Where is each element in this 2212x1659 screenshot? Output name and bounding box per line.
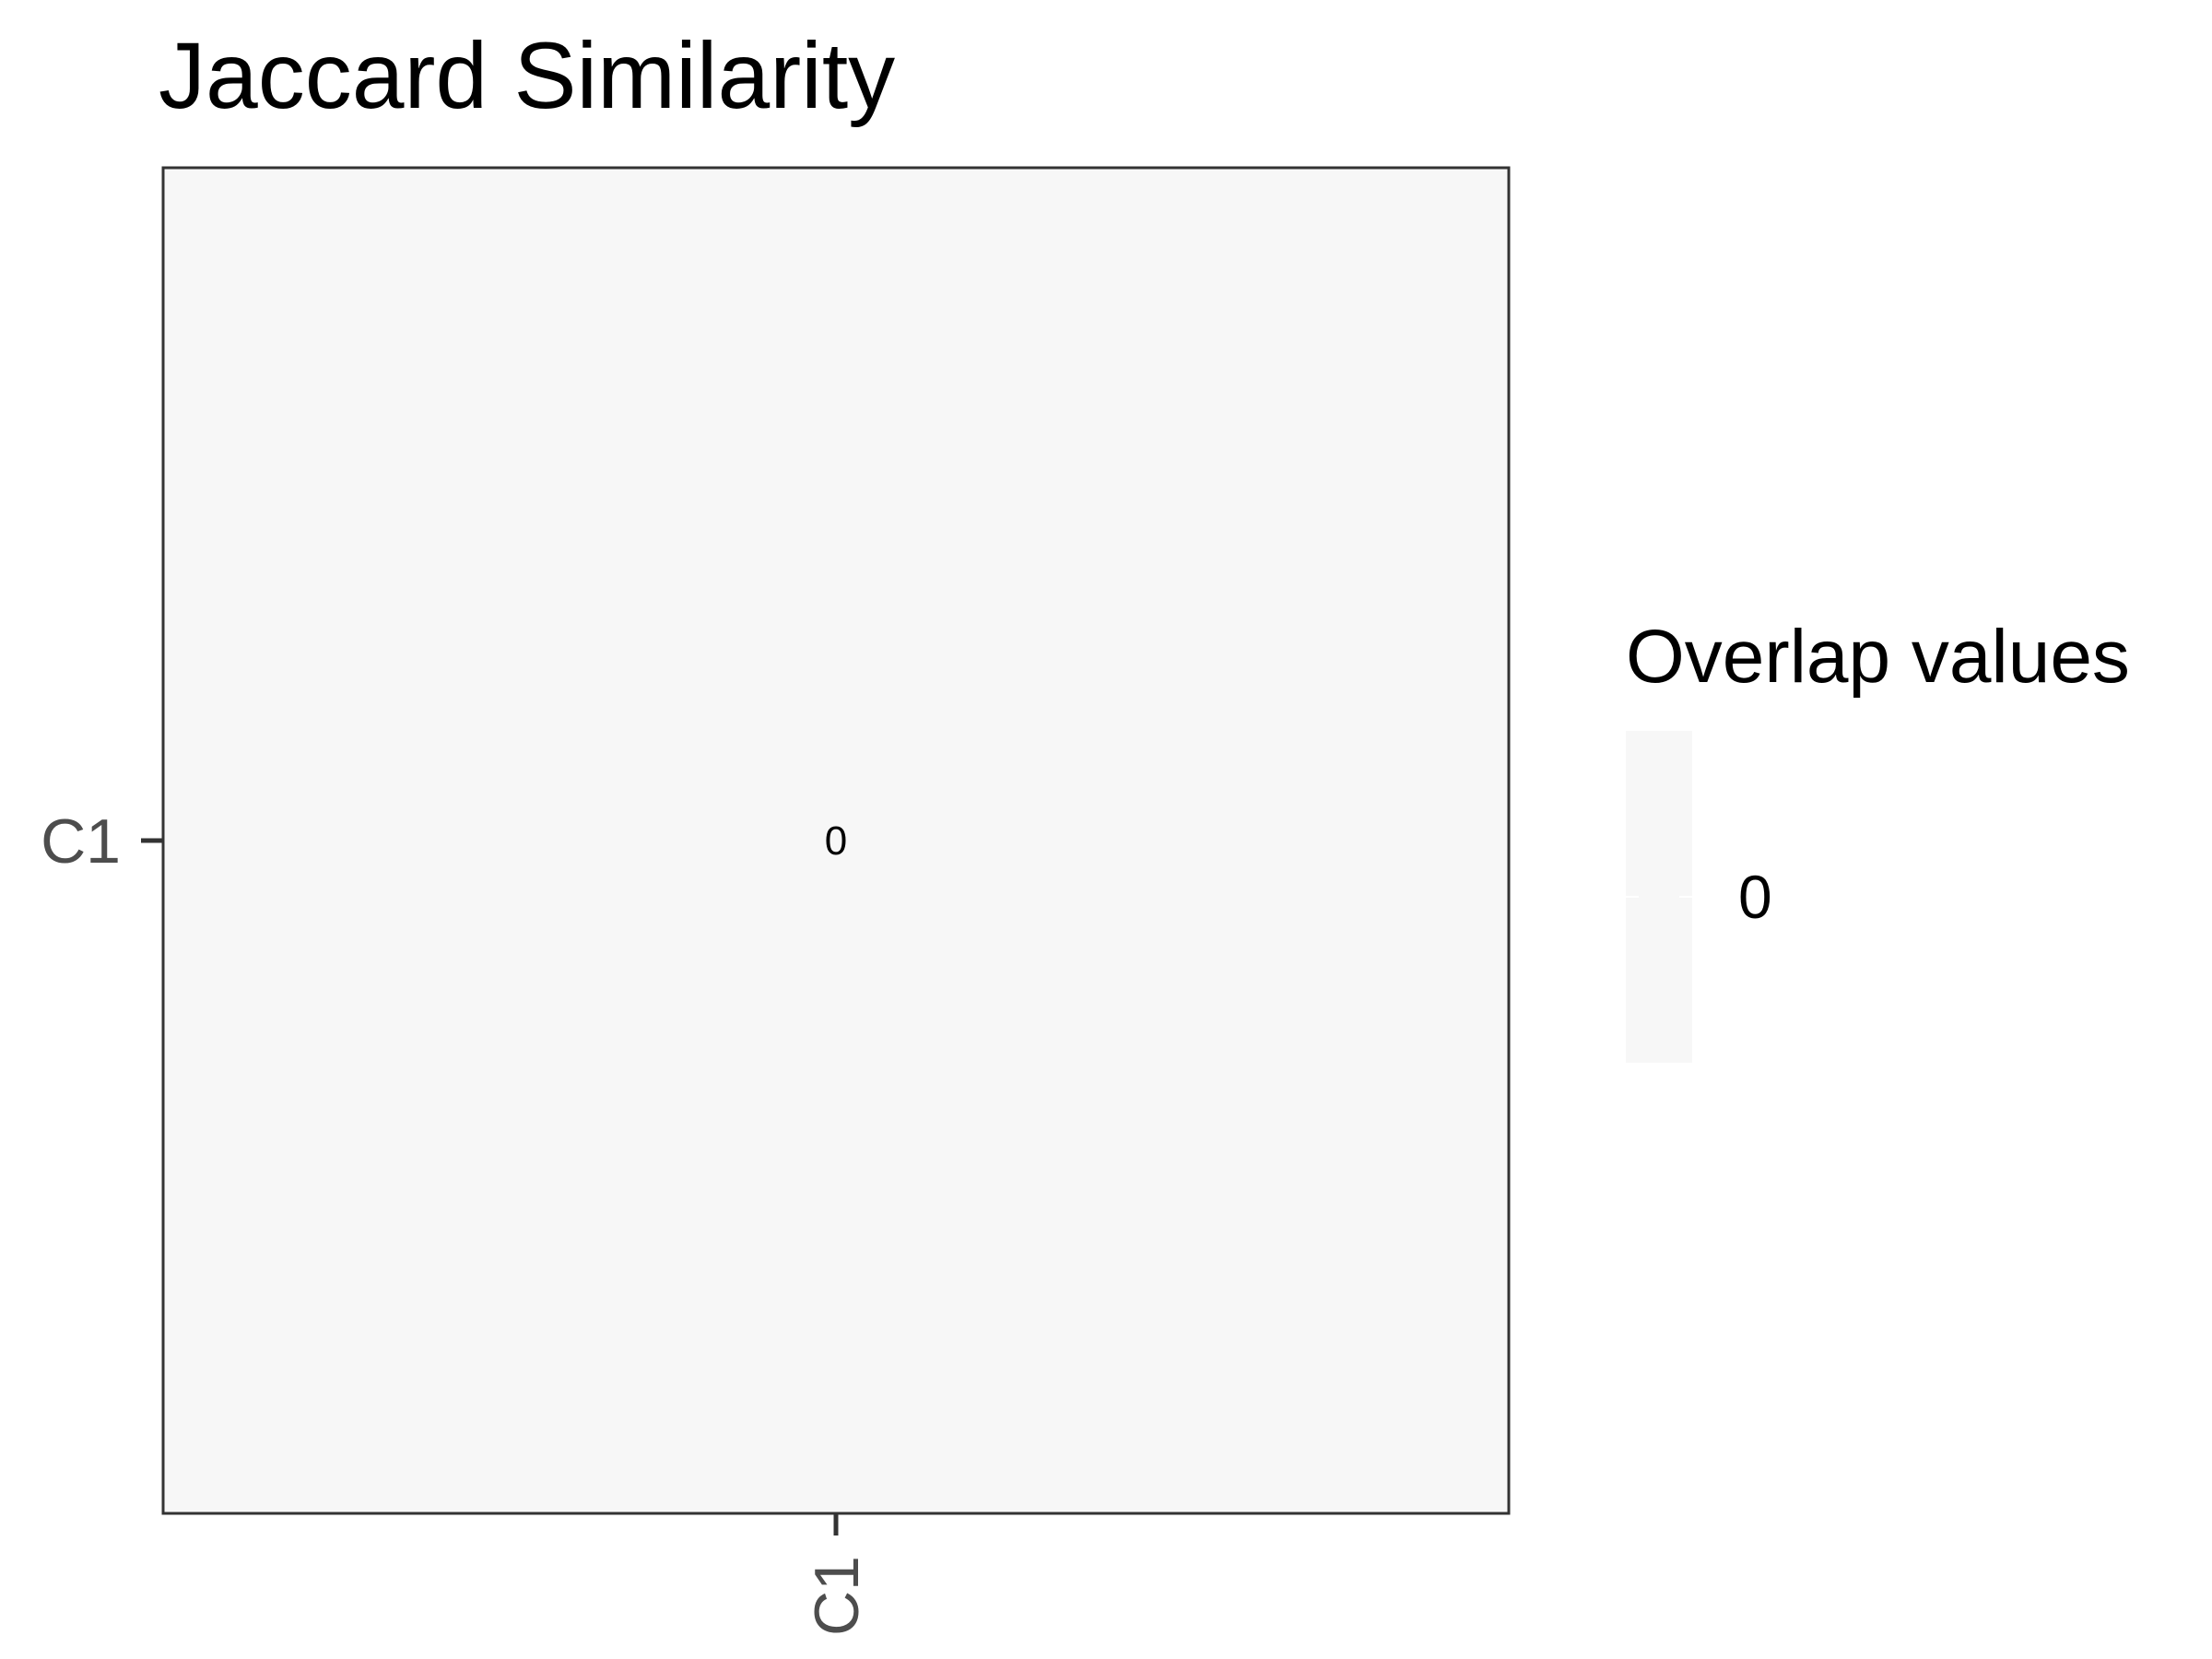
x-axis: C1 bbox=[802, 1513, 872, 1636]
legend-title: Overlap values bbox=[1626, 615, 2130, 699]
legend-labels: 0 bbox=[1738, 863, 1772, 931]
legend: Overlap values 0 bbox=[1626, 615, 2130, 1063]
heatmap-panel: 0 bbox=[161, 166, 1511, 1515]
heatmap-cells bbox=[163, 168, 1509, 1513]
heatmap-cell bbox=[163, 168, 1509, 1513]
x-tick-label: C1 bbox=[802, 1556, 872, 1636]
chart-title: Jaccard Similarity bbox=[159, 23, 895, 128]
cell-value-label: 0 bbox=[825, 818, 847, 864]
legend-break-label: 0 bbox=[1738, 863, 1772, 931]
heatmap-cell-labels: 0 bbox=[825, 818, 847, 864]
y-axis: C1 bbox=[41, 806, 163, 877]
y-tick-label: C1 bbox=[41, 806, 121, 877]
